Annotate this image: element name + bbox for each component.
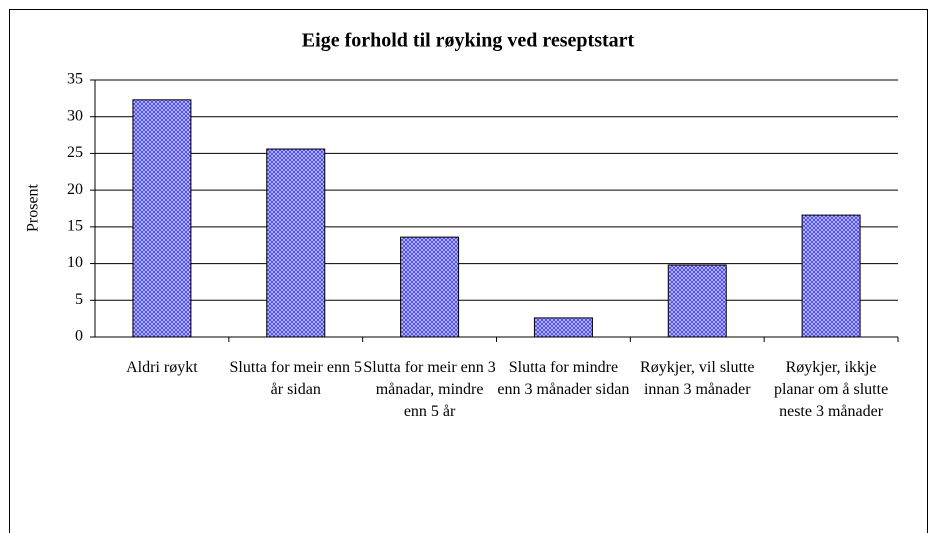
x-tick-label: Aldri røykt bbox=[126, 359, 198, 376]
y-tick-label: 5 bbox=[75, 291, 83, 308]
x-tick-label: Slutta for meir enn 5 år sidan bbox=[229, 359, 362, 398]
x-tick-label: Slutta for meir enn 3 månadar, mindre en… bbox=[363, 359, 496, 420]
y-tick-label: 20 bbox=[67, 181, 83, 198]
chart-title: Eige forhold til røyking ved reseptstart bbox=[302, 30, 635, 52]
y-tick-label: 10 bbox=[67, 254, 83, 271]
y-tick-label: 35 bbox=[67, 71, 83, 88]
x-tick-label: Røykjer, ikkje planar om å slutte neste … bbox=[773, 359, 889, 420]
y-tick-label: 0 bbox=[75, 328, 83, 345]
x-tick-label: Slutta for mindre enn 3 månader sidan bbox=[497, 359, 630, 398]
y-tick-label: 15 bbox=[67, 218, 83, 235]
bar bbox=[266, 148, 326, 338]
bar bbox=[400, 236, 460, 338]
bar bbox=[667, 264, 727, 338]
chart-frame bbox=[9, 9, 928, 533]
y-tick-label: 30 bbox=[67, 107, 83, 124]
y-axis-label: Prosent bbox=[25, 183, 42, 232]
bar bbox=[132, 99, 192, 338]
y-tick-label: 25 bbox=[67, 144, 83, 161]
x-tick-label: Røykjer, vil slutte innan 3 månader bbox=[640, 359, 755, 398]
bar bbox=[801, 214, 861, 338]
bar bbox=[533, 317, 593, 338]
